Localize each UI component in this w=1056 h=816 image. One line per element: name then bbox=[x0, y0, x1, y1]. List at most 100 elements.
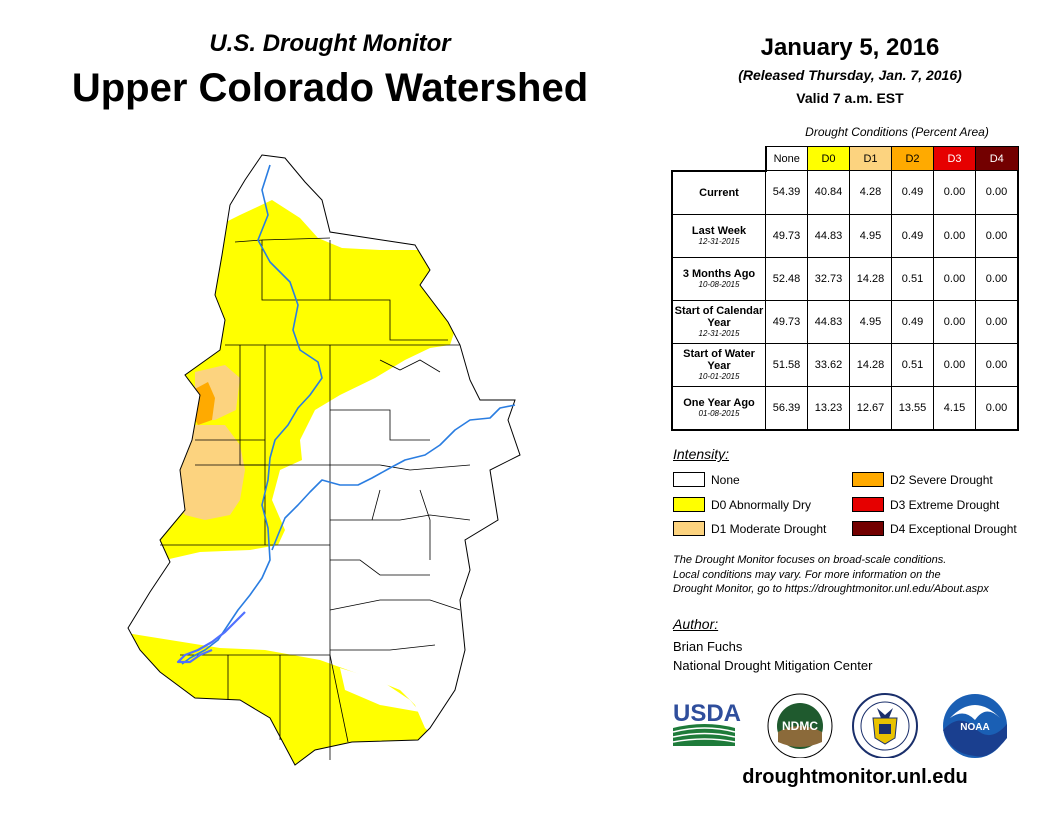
row-label-text: One Year Ago bbox=[683, 396, 755, 409]
legend-label: D1 Moderate Drought bbox=[711, 521, 827, 536]
ndmc-logo-text: NDMC bbox=[782, 719, 818, 733]
legend-item: D3 Extreme Drought bbox=[852, 496, 999, 513]
basin-boundary bbox=[127, 154, 521, 766]
table-row: Start of Calendar Year 12-31-2015 49.73 44.… bbox=[671, 299, 1019, 344]
note-line: Drought Monitor, go to https://droughtmo… bbox=[673, 583, 989, 595]
table-cell: 4.95 bbox=[849, 213, 892, 258]
disclaimer-note: The Drought Monitor focuses on broad-sca… bbox=[673, 553, 1043, 597]
col-header-d0: D0 bbox=[807, 146, 850, 171]
table-cell: 0.00 bbox=[975, 213, 1019, 258]
table-cell: 0.00 bbox=[933, 299, 976, 344]
county-boundaries bbox=[160, 237, 471, 760]
drought-conditions-table: None D0 D1 D2 D3 D4 Current 54.39 40.84 4.2… bbox=[671, 146, 1019, 431]
table-cell: 4.15 bbox=[933, 385, 976, 431]
legend-swatch bbox=[673, 472, 705, 487]
legend-swatch bbox=[852, 521, 884, 536]
table-row: One Year Ago 01-08-2015 56.39 13.23 12.67 13.… bbox=[671, 385, 1019, 431]
row-label: Start of Water Year 10-01-2015 bbox=[671, 342, 766, 387]
table-cell: 0.00 bbox=[933, 256, 976, 301]
legend-item: D1 Moderate Drought bbox=[673, 520, 826, 537]
table-cell: 4.95 bbox=[849, 299, 892, 344]
author-heading: Author: bbox=[673, 616, 719, 632]
map-date: January 5, 2016 bbox=[760, 34, 940, 61]
legend-label: D0 Abnormally Dry bbox=[711, 497, 812, 512]
footer-url[interactable]: droughtmonitor.unl.edu bbox=[742, 766, 968, 788]
table-cell: 12.67 bbox=[849, 385, 892, 431]
row-label: Current bbox=[671, 170, 766, 215]
rivers bbox=[176, 164, 516, 665]
note-line: The Drought Monitor focuses on broad-sca… bbox=[673, 554, 947, 566]
table-row: Start of Water Year 10-01-2015 51.58 33.62 1… bbox=[671, 342, 1019, 387]
table-cell: 0.49 bbox=[891, 299, 934, 344]
row-label-date: 12-31-2015 bbox=[698, 236, 740, 246]
logo-strip: USDA NDMC NOAA bbox=[672, 693, 1007, 758]
legend-label: D3 Extreme Drought bbox=[890, 497, 1000, 512]
legend-label: D4 Exceptional Drought bbox=[890, 521, 1017, 536]
table-cell: 0.00 bbox=[933, 213, 976, 258]
row-label-date: 10-08-2015 bbox=[698, 279, 740, 289]
table-cell: 54.39 bbox=[765, 170, 808, 215]
table-cell: 0.51 bbox=[891, 256, 934, 301]
legend-label: None bbox=[711, 472, 740, 487]
col-header-none: None bbox=[765, 146, 808, 171]
usda-logo: USDA bbox=[672, 700, 741, 746]
legend-swatch bbox=[673, 521, 705, 536]
row-label-text: Start of Water Year bbox=[683, 347, 755, 372]
table-cell: 13.55 bbox=[891, 385, 934, 431]
watershed-map bbox=[127, 154, 521, 766]
row-label-text: 3 Months Ago bbox=[682, 267, 756, 280]
table-caption: Drought Conditions (Percent Area) bbox=[805, 125, 989, 139]
row-label-date: 12-31-2015 bbox=[698, 328, 740, 338]
table-cell: 0.00 bbox=[975, 342, 1019, 387]
table-cell: 40.84 bbox=[807, 170, 850, 215]
table-cell: 13.23 bbox=[807, 385, 850, 431]
map-title: Upper Colorado Watershed bbox=[71, 66, 589, 110]
commerce-seal bbox=[852, 693, 918, 758]
table-cell: 49.73 bbox=[765, 213, 808, 258]
noaa-logo: NOAA bbox=[943, 694, 1007, 758]
col-header-d2: D2 bbox=[891, 146, 934, 171]
note-line: Local conditions may vary. For more info… bbox=[673, 568, 941, 581]
legend-item: None bbox=[673, 471, 740, 488]
table-corner bbox=[672, 146, 767, 172]
legend-item: D4 Exceptional Drought bbox=[852, 520, 1017, 537]
legend-label: D2 Severe Drought bbox=[890, 472, 993, 487]
row-label: One Year Ago 01-08-2015 bbox=[671, 385, 766, 431]
lake-powell bbox=[176, 611, 246, 664]
table-cell: 44.83 bbox=[807, 213, 850, 258]
legend-heading: Intensity: bbox=[673, 446, 730, 462]
table-cell: 52.48 bbox=[765, 256, 808, 301]
col-header-d3: D3 bbox=[933, 146, 976, 171]
legend-swatch bbox=[673, 497, 705, 512]
table-cell: 0.00 bbox=[933, 342, 976, 387]
table-row: Current 54.39 40.84 4.28 0.49 0.00 0.00 bbox=[671, 170, 1019, 215]
row-label-text: Start of Calendar Year bbox=[674, 304, 764, 329]
table-cell: 33.62 bbox=[807, 342, 850, 387]
table-cell: 49.73 bbox=[765, 299, 808, 344]
table-cell: 51.58 bbox=[765, 342, 808, 387]
table-cell: 0.49 bbox=[891, 170, 934, 215]
row-label: Start of Calendar Year 12-31-2015 bbox=[671, 299, 766, 344]
row-label-text: Current bbox=[699, 186, 739, 199]
table-cell: 4.28 bbox=[849, 170, 892, 215]
table-cell: 44.83 bbox=[807, 299, 850, 344]
usda-logo-text: USDA bbox=[673, 700, 741, 727]
legend-swatch bbox=[852, 497, 884, 512]
table-cell: 0.00 bbox=[933, 170, 976, 215]
col-header-d4: D4 bbox=[975, 146, 1019, 171]
map-supertitle: U.S. Drought Monitor bbox=[209, 30, 451, 57]
table-cell: 0.00 bbox=[975, 299, 1019, 344]
row-label: 3 Months Ago 10-08-2015 bbox=[671, 256, 766, 301]
ndmc-logo: NDMC bbox=[767, 693, 833, 758]
green-river bbox=[181, 164, 323, 665]
none-area-south bbox=[340, 668, 420, 712]
author-block: Brian Fuchs National Drought Mitigation … bbox=[673, 637, 872, 675]
release-date: (Released Thursday, Jan. 7, 2016) bbox=[738, 67, 962, 83]
author-org: National Drought Mitigation Center bbox=[673, 658, 873, 673]
valid-time: Valid 7 a.m. EST bbox=[796, 90, 904, 106]
table-cell: 0.00 bbox=[975, 256, 1019, 301]
noaa-logo-text: NOAA bbox=[960, 722, 989, 733]
legend-swatch bbox=[852, 472, 884, 487]
colorado-river bbox=[271, 404, 516, 551]
col-header-d1: D1 bbox=[849, 146, 892, 171]
